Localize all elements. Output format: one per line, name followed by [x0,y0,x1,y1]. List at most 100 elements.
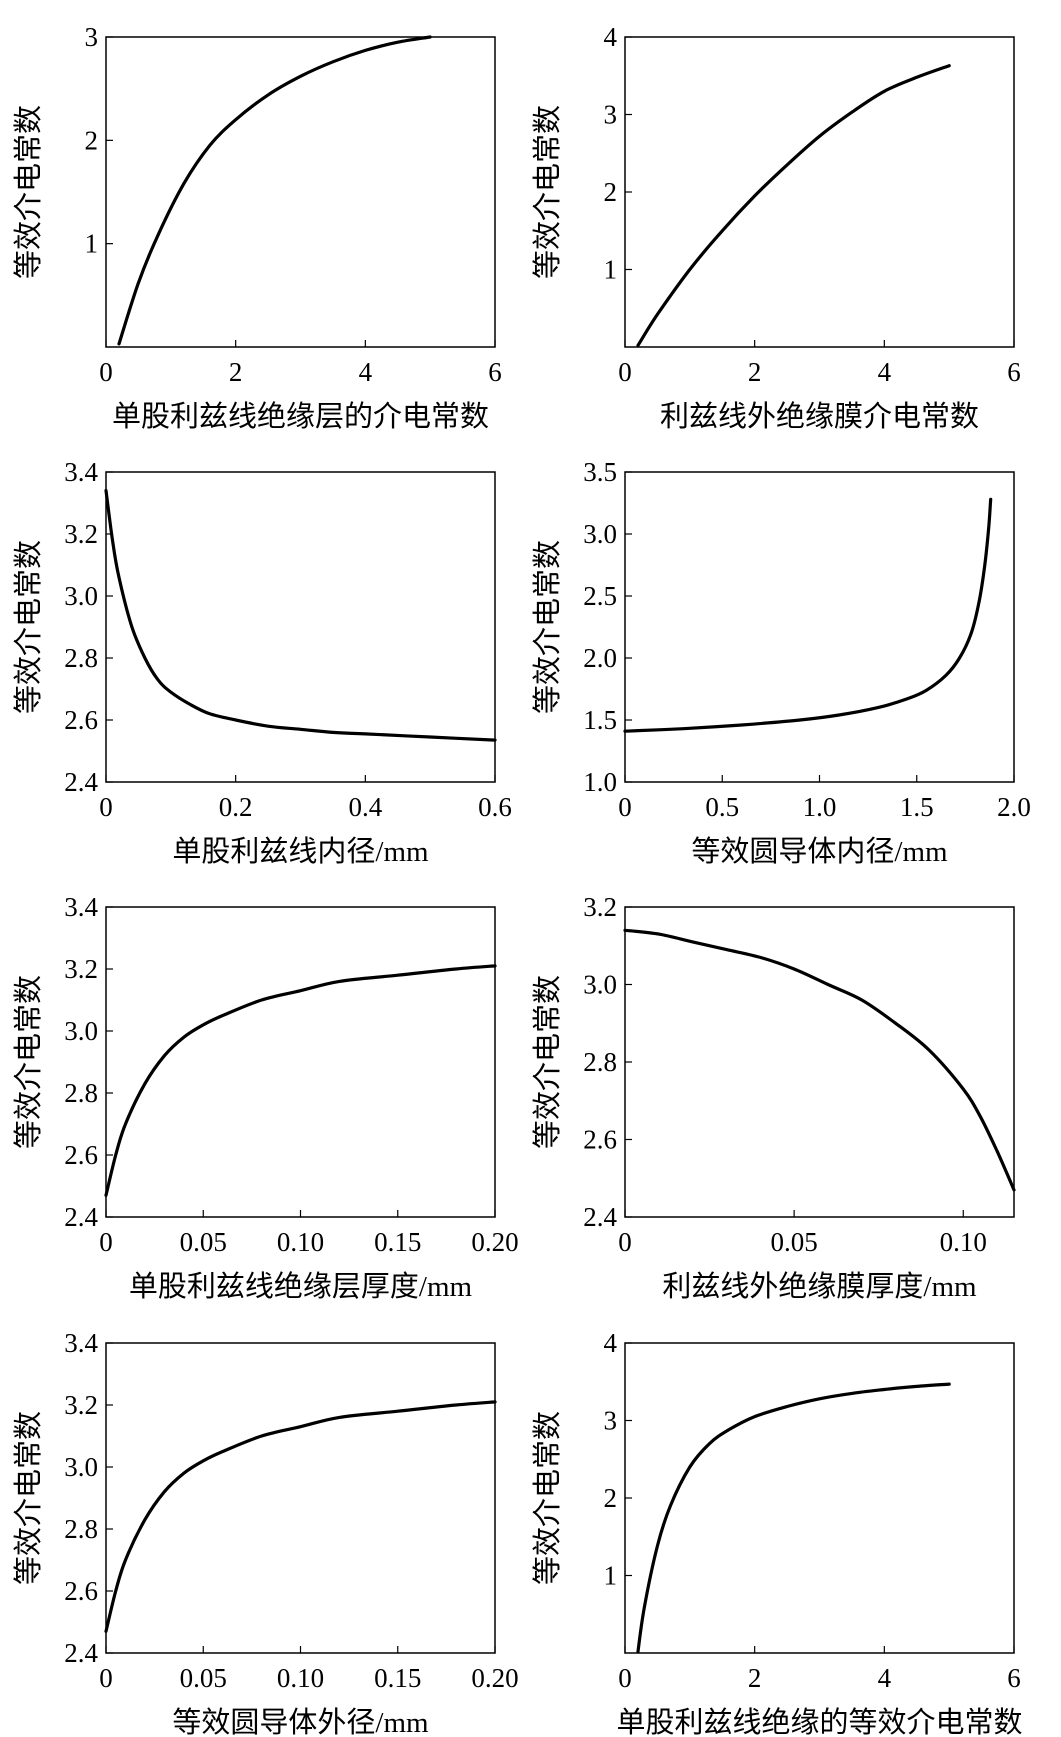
plot-frame [624,1342,1015,1654]
x-tick-label: 0 [618,792,632,822]
chart-panel-8: 0 2 4 6 1 2 3 4 单股利兹线绝缘的等效介电常数 等效介电常数 [531,1328,1023,1737]
x-axis-label: 单股利兹线绝缘层的介电常数 [112,400,489,433]
plot-frame [624,906,1015,1218]
series-line-1 [104,964,497,1197]
x-axis-label: 等效圆导体内径/mm [691,835,948,868]
chart-panel-5: 0 0.05 0.10 0.15 0.20 2.4 2.6 2.8 3.0 3.2 3.4 单股利兹线… [12,892,519,1303]
plot-frame [105,906,496,1218]
x-tick-label: 0.10 [277,1663,324,1693]
series-line-1 [117,35,432,346]
y-tick-label: 3.4 [64,1328,98,1358]
x-tick-label: 0.20 [471,1663,518,1693]
x-tick-label: 0.4 [348,792,382,822]
x-axis-label: 等效圆导体外径/mm [172,1706,429,1737]
y-tick-label: 2 [85,125,99,155]
x-tick-label: 0.05 [771,1227,818,1257]
y-tick-label: 2 [604,1483,618,1513]
x-tick-label: 0.6 [478,792,512,822]
series-line-1 [623,497,993,733]
y-axis-label: 等效介电常数 [12,105,45,279]
y-tick-label: 2.8 [64,643,98,673]
x-tick-label: 0 [99,1663,113,1693]
x-tick-label: 6 [1007,1663,1021,1693]
y-tick-label: 2.8 [64,1514,98,1544]
y-axis-label: 等效介电常数 [531,105,564,279]
y-tick-label: 3.5 [583,457,617,487]
y-axis-label: 等效介电常数 [531,975,564,1149]
y-tick-label: 3.2 [64,519,98,549]
series-line-1 [104,1400,497,1633]
x-tick-label: 0.10 [940,1227,987,1257]
y-tick-label: 1 [604,1561,618,1591]
x-tick-label: 2 [748,357,762,387]
x-tick-label: 2 [229,357,243,387]
y-tick-label: 2.4 [64,1638,98,1668]
chart-panel-3: 0 0.2 0.4 0.6 2.4 2.6 2.8 3.0 3.2 3.4 单股利兹线内径/mm 等效… [12,457,512,868]
x-tick-label: 6 [1007,357,1021,387]
y-tick-label: 2.5 [583,581,617,611]
y-tick-label: 2.0 [583,643,617,673]
y-tick-label: 2.4 [64,1202,98,1232]
y-tick-label: 2.6 [583,1125,617,1155]
y-tick-label: 2.6 [64,1576,98,1606]
y-tick-label: 3.0 [64,581,98,611]
y-axis-label: 等效介电常数 [12,1411,45,1585]
x-tick-label: 0.5 [705,792,739,822]
x-tick-label: 0 [618,1227,632,1257]
y-tick-label: 3.4 [64,457,98,487]
y-tick-label: 3.0 [583,519,617,549]
x-tick-label: 0.2 [219,792,253,822]
y-tick-label: 3.0 [583,970,617,1000]
y-tick-label: 1 [85,229,99,259]
series-line-1 [104,489,497,742]
plot-frame [105,1342,496,1654]
y-tick-label: 1.0 [583,767,617,797]
x-tick-label: 0.15 [374,1227,421,1257]
y-tick-label: 4 [604,22,618,52]
x-tick-label: 4 [359,357,373,387]
chart-panel-6: 0 0.05 0.10 2.4 2.6 2.8 3.0 3.2 利兹线外绝缘膜厚度/mm 等效介电… [531,892,1016,1303]
y-tick-label: 3.2 [64,954,98,984]
chart-panel-7: 0 0.05 0.10 0.15 0.20 2.4 2.6 2.8 3.0 3.2 3.4 等效圆导体… [12,1328,519,1737]
y-tick-label: 3.2 [64,1390,98,1420]
x-tick-label: 6 [488,357,502,387]
y-tick-label: 3 [604,1406,618,1436]
y-tick-label: 4 [604,1328,618,1358]
x-tick-label: 4 [878,1663,892,1693]
x-axis-label: 单股利兹线绝缘层厚度/mm [129,1270,473,1303]
series-line-1 [636,1382,951,1654]
series-line-1 [636,64,951,347]
y-tick-label: 2.6 [64,1140,98,1170]
y-tick-label: 3 [604,100,618,130]
series-line-1 [623,928,1016,1192]
chart-panel-4: 0 0.5 1.0 1.5 2.0 1.0 1.5 2.0 2.5 3.0 3.5 等效圆导体内径/m… [531,457,1031,868]
x-tick-label: 0 [618,1663,632,1693]
x-axis-label: 单股利兹线内径/mm [172,835,429,868]
chart-panel-2: 0 2 4 6 1 2 3 4 利兹线外绝缘膜介电常数 等效介电常数 [531,22,1021,433]
y-tick-label: 2.8 [64,1078,98,1108]
x-tick-label: 2 [748,1663,762,1693]
x-tick-label: 0.15 [374,1663,421,1693]
y-axis-label: 等效介电常数 [12,975,45,1149]
y-tick-label: 2.8 [583,1047,617,1077]
x-tick-label: 1.0 [803,792,837,822]
x-tick-label: 0.05 [180,1663,227,1693]
x-tick-label: 4 [878,357,892,387]
y-axis-label: 等效介电常数 [531,1411,564,1585]
x-tick-label: 0 [99,1227,113,1257]
y-tick-label: 3.0 [64,1452,98,1482]
x-tick-label: 0.20 [471,1227,518,1257]
y-tick-label: 2.6 [64,705,98,735]
y-tick-label: 1 [604,255,618,285]
y-tick-label: 3.2 [583,892,617,922]
x-tick-label: 0 [99,357,113,387]
y-tick-label: 2 [604,177,618,207]
y-tick-label: 3 [85,22,99,52]
plot-frame [105,471,496,783]
x-axis-label: 单股利兹线绝缘的等效介电常数 [616,1706,1022,1737]
x-tick-label: 0 [618,357,632,387]
plot-frame [624,471,1015,783]
y-axis-label: 等效介电常数 [531,540,564,714]
y-tick-label: 2.4 [583,1202,617,1232]
